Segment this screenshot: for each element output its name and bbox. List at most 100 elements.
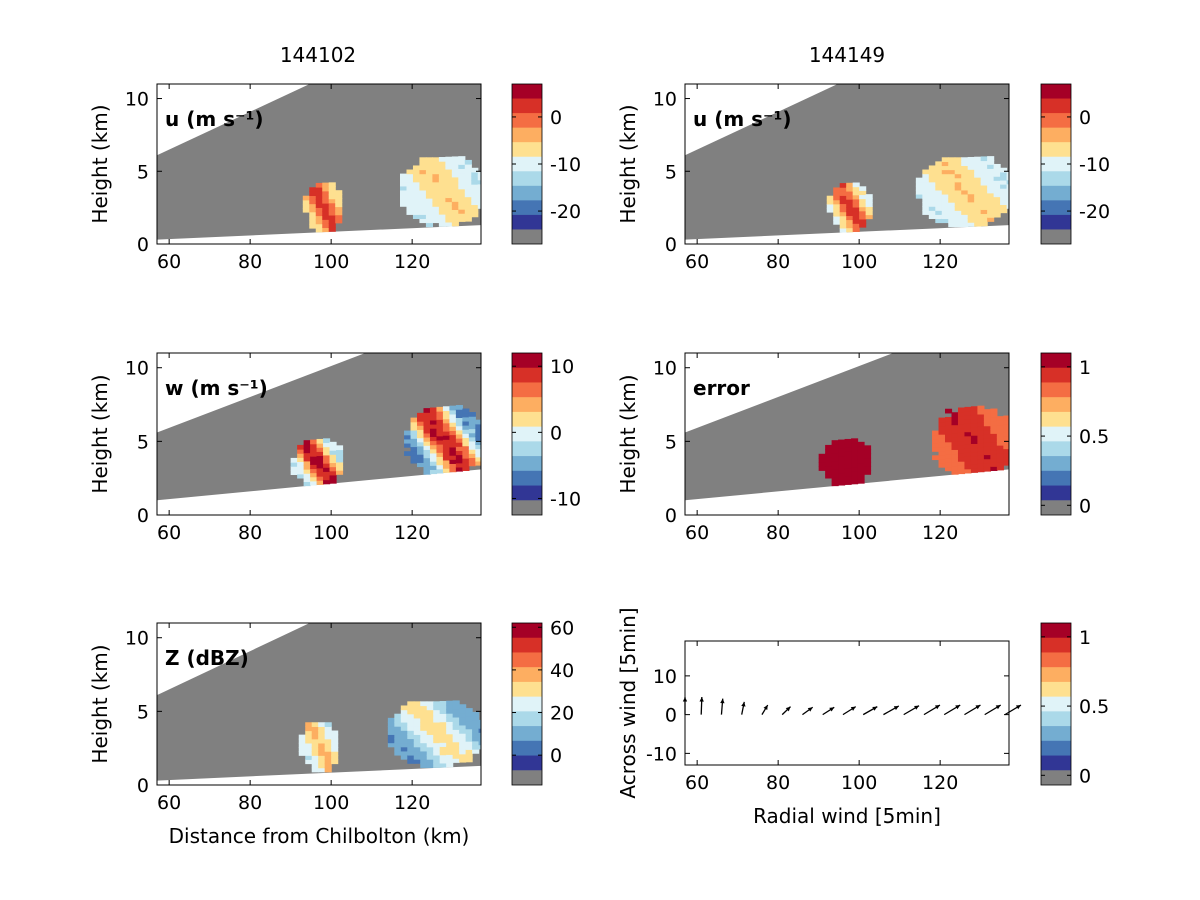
colorbar-swatch	[512, 382, 542, 398]
colorbar-swatch	[1041, 681, 1071, 698]
y-tick-label: 10	[125, 358, 149, 380]
y-tick-label: 0	[137, 234, 149, 256]
x-tick-label: 60	[157, 251, 181, 273]
x-tick-label: 120	[922, 772, 958, 794]
colorbar-swatch	[1041, 470, 1071, 487]
x-tick-label: 100	[313, 792, 349, 814]
wind-arrow	[862, 706, 878, 716]
colorbar: 60 40 20 0	[511, 617, 574, 786]
data-cell-1	[826, 182, 873, 233]
colorbar-swatch-nodata	[1041, 770, 1071, 785]
colorbar-swatch-nodata	[512, 770, 542, 785]
colorbar-swatch	[512, 470, 542, 487]
colorbar-swatch	[1041, 696, 1071, 712]
data-cell-2	[932, 405, 1009, 475]
x-tick-label: 60	[157, 522, 181, 544]
y-tick-label: 0	[137, 775, 149, 797]
colorbar-swatch	[512, 367, 542, 383]
x-tick-label: 80	[766, 251, 790, 273]
colorbar-swatch	[1041, 142, 1071, 158]
colorbar-swatch	[1041, 84, 1071, 100]
colorbar-tick-label: -10	[550, 488, 581, 510]
colorbar-swatch	[512, 113, 542, 129]
x-tick-label: 80	[238, 251, 262, 273]
y-tick-label: 0	[665, 505, 677, 527]
colorbar-swatch	[1041, 485, 1071, 501]
colorbar-swatch	[1041, 726, 1071, 742]
y-tick-label: 10	[125, 89, 149, 111]
axes-frame	[684, 83, 1010, 245]
wind-arrow	[1004, 704, 1022, 716]
data-cell-2	[387, 700, 481, 768]
wind-arrow	[923, 704, 941, 716]
plot-area	[157, 623, 481, 781]
panel-label: Z (dBZ)	[165, 646, 249, 670]
x-axis-label: Radial wind [5min]	[753, 804, 941, 828]
colorbar-swatch	[1041, 411, 1071, 428]
colorbar-tick-label: -20	[550, 201, 581, 223]
colorbar-tick-label: -10	[550, 154, 581, 176]
y-axis-label: Height (km)	[88, 374, 112, 493]
scan-region	[685, 353, 1009, 501]
data-cell-1	[302, 182, 343, 233]
axes-frame	[156, 622, 482, 786]
wind-arrow	[943, 704, 961, 716]
colorbar-tick-label: 0	[550, 745, 562, 767]
x-tick-label: 100	[841, 251, 877, 273]
colorbar: 0 -10 -20	[511, 83, 581, 245]
colorbar-swatch	[1041, 367, 1071, 383]
colorbar-tick-label: 0.5	[1079, 696, 1109, 718]
y-axis-label: Height (km)	[88, 644, 112, 763]
colorbar-swatch	[512, 441, 542, 457]
colorbar-tick-label: 1	[1079, 627, 1091, 649]
colorbar-tick-label: 1	[1079, 357, 1091, 379]
colorbar-swatch	[1041, 652, 1071, 668]
plot-area	[157, 353, 481, 501]
x-tick-label: 80	[766, 772, 790, 794]
y-tick-label: 10	[653, 89, 677, 111]
colorbar-tick-label: 40	[550, 660, 574, 682]
y-axis-label: Height (km)	[616, 104, 640, 223]
panel-label: u (m s⁻¹)	[693, 107, 792, 131]
wind-arrow	[761, 704, 769, 715]
colorbar-swatch-nodata	[1041, 500, 1071, 515]
colorbar-swatch-nodata	[512, 229, 542, 244]
colorbar-swatch	[512, 185, 542, 201]
colorbar-tick-label: 20	[550, 703, 574, 725]
colorbar-swatch	[1041, 623, 1071, 639]
colorbar-swatch	[512, 726, 542, 742]
colorbar-swatch	[512, 171, 542, 187]
axes-frame	[684, 352, 1010, 516]
x-axis-label: Distance from Chilbolton (km)	[169, 824, 470, 848]
colorbar-swatch	[512, 485, 542, 501]
panel-z-left: 60 80 100 120 0 5 10 Height (km) Distance from C…	[88, 617, 574, 848]
x-tick-label: 100	[841, 772, 877, 794]
wind-arrow	[781, 706, 791, 716]
scan-region	[157, 353, 481, 501]
y-tick-label: 10	[653, 358, 677, 380]
colorbar-swatch	[512, 637, 542, 653]
colorbar-frame	[511, 352, 543, 516]
colorbar-swatch	[1041, 353, 1071, 369]
panel-label: w (m s⁻¹)	[165, 376, 268, 400]
colorbar-swatch	[512, 426, 542, 442]
colorbar-swatch	[1041, 711, 1071, 727]
colorbar-swatch	[512, 681, 542, 698]
x-tick-label: 100	[313, 251, 349, 273]
colorbar-swatch	[512, 623, 542, 639]
y-tick-label: 10	[125, 628, 149, 650]
colorbar-swatch	[512, 353, 542, 369]
y-tick-label: 5	[137, 161, 149, 183]
panel-u-left: 60 80 100 120 0 5 10 Height (km) u (m s⁻¹) 0 -10 -2…	[88, 83, 581, 273]
colorbar-tick-label: 0.5	[1079, 426, 1109, 448]
y-tick-label: 5	[137, 431, 149, 453]
colorbar-swatch	[1041, 113, 1071, 129]
colorbar-swatch	[1041, 426, 1071, 442]
panel-label: u (m s⁻¹)	[165, 107, 264, 131]
y-tick-label: 5	[137, 701, 149, 723]
wind-arrow	[720, 698, 725, 715]
column-title-right: 144149	[809, 43, 885, 67]
colorbar-swatch	[512, 84, 542, 100]
